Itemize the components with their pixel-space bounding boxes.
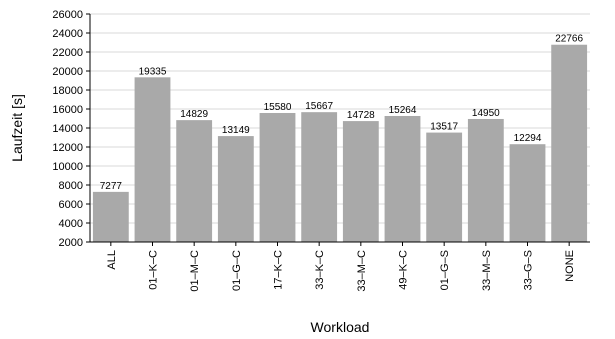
bar — [301, 112, 338, 242]
data-label: 15667 — [305, 101, 333, 112]
bar — [259, 112, 296, 243]
y-tick-label: 18000 — [52, 85, 83, 97]
data-label: 14829 — [180, 109, 208, 120]
grid-layer — [90, 13, 590, 243]
data-label: 15580 — [264, 102, 292, 113]
x-axis: ALL 01–K–C 01–M–C 01–G–C 17–K–C 33–K–C 33–M–C 4… — [90, 241, 590, 292]
x-tick-label: 01–G–C — [231, 250, 243, 291]
bar — [342, 121, 379, 242]
y-tick-label: 22000 — [52, 47, 83, 59]
y-tick-label: 2000 — [59, 237, 83, 249]
bars-layer — [92, 44, 588, 243]
data-label: 12294 — [514, 133, 542, 144]
y-tick-label: 6000 — [59, 199, 83, 211]
data-label: 14950 — [472, 108, 500, 119]
bar — [134, 77, 171, 242]
y-tick-label: 26000 — [52, 9, 83, 21]
bar — [509, 144, 546, 242]
data-label: 14728 — [347, 110, 375, 121]
x-tick-label: 33–M–S — [481, 250, 493, 291]
bar — [176, 120, 213, 242]
x-tick-label: 49–K–C — [398, 250, 410, 290]
x-tick-label: 33–K–C — [314, 250, 326, 290]
y-tick-label: 8000 — [59, 180, 83, 192]
bar — [467, 118, 504, 242]
data-label: 7277 — [100, 181, 123, 192]
y-tick-label: 12000 — [52, 142, 83, 154]
x-tick-label: 17–K–C — [273, 250, 285, 290]
y-tick-label: 14000 — [52, 123, 83, 135]
bar — [92, 191, 129, 242]
y-axis-title: Laufzeit [s] — [9, 94, 25, 162]
x-axis-title: Workload — [311, 319, 370, 335]
bar — [217, 136, 254, 242]
y-tick-label: 16000 — [52, 104, 83, 116]
bar — [384, 115, 421, 242]
x-tick-label: 01–M–C — [189, 250, 201, 292]
bar — [426, 132, 463, 242]
x-tick-label: ALL — [106, 250, 118, 270]
y-tick-label: 20000 — [52, 66, 83, 78]
data-label: 22766 — [555, 34, 583, 45]
data-label: 15264 — [389, 105, 417, 116]
bar — [551, 44, 588, 243]
x-tick-label: 33–M–C — [356, 250, 368, 292]
x-tick-label: 33–G–S — [523, 250, 535, 290]
data-label: 13149 — [222, 125, 250, 136]
y-tick-label: 10000 — [52, 161, 83, 173]
x-tick-label: 01–G–S — [439, 250, 451, 290]
data-label: 13517 — [430, 122, 458, 133]
y-axis: 2000 4000 6000 8000 10000 12000 14000 16000 1800… — [52, 9, 91, 249]
x-tick-label: 01–K–C — [148, 250, 160, 290]
data-label: 19335 — [139, 66, 167, 77]
y-tick-label: 24000 — [52, 28, 83, 40]
y-tick-label: 4000 — [59, 218, 83, 230]
x-tick-label: NONE — [564, 250, 576, 282]
data-labels-layer: 7277 19335 14829 13149 15580 15667 14728 15264 1… — [100, 34, 584, 192]
